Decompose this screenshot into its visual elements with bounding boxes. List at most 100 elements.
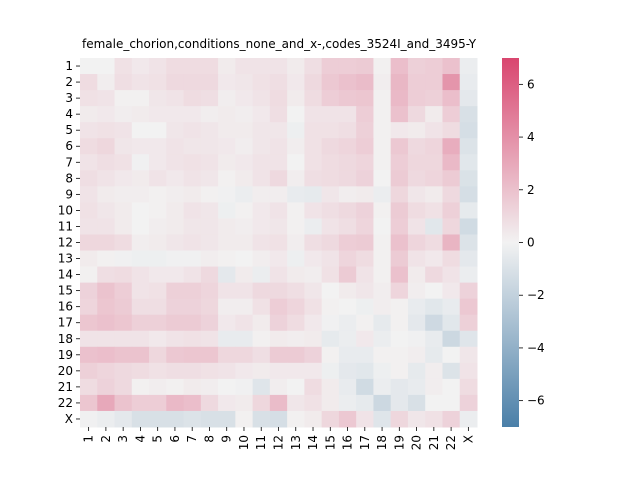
heatmap-cell-13-X xyxy=(459,250,478,268)
heatmap-cell-13-5 xyxy=(149,250,167,268)
heatmap-cell-7-6 xyxy=(166,154,185,171)
heatmap-cell-17-1 xyxy=(80,314,98,332)
heatmap-cell-12-13 xyxy=(287,234,305,252)
heatmap-cell-16-9 xyxy=(218,298,236,316)
heatmap-cell-2-6 xyxy=(166,74,185,91)
heatmap-cell-19-18 xyxy=(373,346,392,364)
heatmap-cell-8-17 xyxy=(356,170,374,187)
y-tick-label: 22 xyxy=(58,396,73,410)
heatmap-cell-15-18 xyxy=(373,282,392,300)
heatmap-cell-2-17 xyxy=(356,74,374,91)
heatmap-cell-17-6 xyxy=(166,314,185,332)
heatmap-cell-3-18 xyxy=(373,90,392,107)
heatmap-cell-13-22 xyxy=(442,250,461,268)
colorbar-ticks: −6 −4 −2 0 2 4 6 xyxy=(519,77,545,408)
heatmap-cell-2-X xyxy=(459,74,478,91)
heatmap-cell-X-X xyxy=(459,410,478,428)
heatmap-cell-18-12 xyxy=(269,330,288,348)
heatmap-cell-20-8 xyxy=(200,362,219,380)
heatmap-cell-2-14 xyxy=(304,74,323,91)
heatmap-cell-12-8 xyxy=(200,234,219,252)
heatmap-cell-9-21 xyxy=(425,186,443,203)
heatmap-cell-6-5 xyxy=(149,138,167,155)
x-tick-label: 5 xyxy=(151,435,165,443)
heatmap-cell-X-2 xyxy=(97,410,116,428)
heatmap-cell-20-3 xyxy=(114,362,133,380)
heatmap-cell-14-18 xyxy=(373,266,392,284)
heatmap-cell-3-16 xyxy=(338,90,357,107)
heatmap-cell-12-3 xyxy=(114,234,133,252)
heatmap-cell-5-8 xyxy=(200,122,219,139)
heatmap-cell-22-16 xyxy=(338,394,357,412)
heatmap-cell-13-16 xyxy=(338,250,357,268)
heatmap-cell-21-11 xyxy=(252,378,271,396)
heatmap-cell-14-1 xyxy=(80,266,98,284)
heatmap-cell-17-18 xyxy=(373,314,392,332)
heatmap-cell-12-16 xyxy=(338,234,357,252)
heatmap-cell-22-3 xyxy=(114,394,133,412)
heatmap-cell-12-11 xyxy=(252,234,271,252)
heatmap-cell-16-3 xyxy=(114,298,133,316)
heatmap-cell-13-8 xyxy=(200,250,219,268)
y-tick-label: 15 xyxy=(58,284,73,298)
x-tick-label: 17 xyxy=(358,435,372,450)
heatmap-cell-19-5 xyxy=(149,346,167,364)
heatmap-cell-22-10 xyxy=(235,394,254,412)
heatmap-cell-X-19 xyxy=(390,410,409,428)
y-tick-label: 13 xyxy=(58,252,73,266)
heatmap-cell-2-21 xyxy=(425,74,443,91)
heatmap-cell-1-17 xyxy=(356,58,374,75)
heatmap-cell-3-22 xyxy=(442,90,461,107)
heatmap-cell-16-4 xyxy=(131,298,150,316)
heatmap-cell-16-18 xyxy=(373,298,392,316)
heatmap-cell-20-1 xyxy=(80,362,98,380)
heatmap-cell-19-1 xyxy=(80,346,98,364)
heatmap-cell-3-10 xyxy=(235,90,254,107)
heatmap-cell-21-21 xyxy=(425,378,443,396)
colorbar-tick-label: 2 xyxy=(527,183,535,197)
heatmap-cell-16-12 xyxy=(269,298,288,316)
y-tick-label: 19 xyxy=(58,348,73,362)
heatmap-cell-21-3 xyxy=(114,378,133,396)
heatmap-cell-20-4 xyxy=(131,362,150,380)
heatmap-cell-10-12 xyxy=(269,202,288,219)
heatmap-cell-16-X xyxy=(459,298,478,316)
heatmap-cell-21-7 xyxy=(183,378,202,396)
heatmap-cell-10-14 xyxy=(304,202,323,219)
x-tick-label: 18 xyxy=(375,435,389,450)
heatmap-cell-12-20 xyxy=(407,234,426,252)
heatmap-cell-15-6 xyxy=(166,282,185,300)
heatmap-cell-17-4 xyxy=(131,314,150,332)
heatmap-cell-16-22 xyxy=(442,298,461,316)
y-tick-label: 5 xyxy=(65,123,73,137)
heatmap-cell-X-20 xyxy=(407,410,426,428)
heatmap-cell-20-20 xyxy=(407,362,426,380)
heatmap-cell-7-21 xyxy=(425,154,443,171)
heatmap-cell-1-14 xyxy=(304,58,323,75)
heatmap-cell-1-15 xyxy=(321,58,340,75)
heatmap-cell-10-6 xyxy=(166,202,185,219)
colorbar xyxy=(502,58,519,427)
y-tick-label: 20 xyxy=(58,364,73,378)
heatmap-cell-22-8 xyxy=(200,394,219,412)
heatmap-cell-X-7 xyxy=(183,410,202,428)
heatmap-cell-19-2 xyxy=(97,346,116,364)
heatmap-cell-7-22 xyxy=(442,154,461,171)
heatmap-cell-9-13 xyxy=(287,186,305,203)
heatmap-cell-18-17 xyxy=(356,330,374,348)
heatmap-cell-16-16 xyxy=(338,298,357,316)
heatmap-cell-11-2 xyxy=(97,218,116,235)
heatmap-cell-1-8 xyxy=(200,58,219,75)
heatmap-cell-20-X xyxy=(459,362,478,380)
heatmap-cell-6-22 xyxy=(442,138,461,155)
heatmap-cell-12-6 xyxy=(166,234,185,252)
heatmap-cell-X-13 xyxy=(287,410,305,428)
heatmap-cell-8-5 xyxy=(149,170,167,187)
heatmap-cell-11-8 xyxy=(200,218,219,235)
heatmap-cell-21-14 xyxy=(304,378,323,396)
heatmap-cell-3-4 xyxy=(131,90,150,107)
heatmap-cell-6-20 xyxy=(407,138,426,155)
heatmap-cell-12-5 xyxy=(149,234,167,252)
heatmap-cell-2-7 xyxy=(183,74,202,91)
heatmap-cell-X-22 xyxy=(442,410,461,428)
